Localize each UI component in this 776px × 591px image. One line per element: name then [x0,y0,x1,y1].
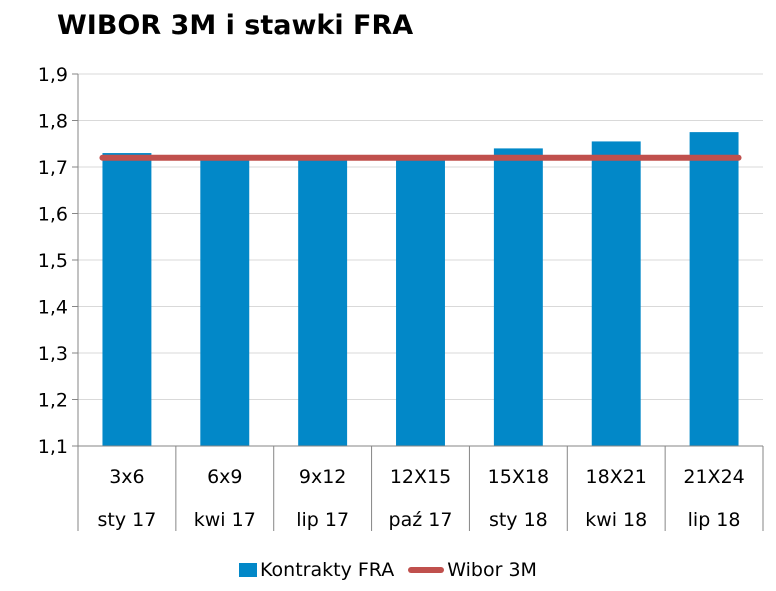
legend-swatch-bar [239,563,258,577]
legend-label-kontrakty-fra: Kontrakty FRA [260,558,395,581]
y-tick-label: 1,4 [38,297,68,319]
x-tick-label: 3x6 [109,466,144,488]
x-tick-label: 6x9 [207,466,242,488]
chart-title: WIBOR 3M i stawki FRA [57,10,414,41]
legend-item-wibor-3m: Wibor 3M [408,559,537,581]
y-tick-label: 1,9 [38,64,68,86]
x-tick-label-date: sty 18 [489,509,548,531]
bar [493,148,543,446]
x-tick-label-date: lip 17 [296,509,349,531]
bar-series-kontrakty-fra [102,132,739,447]
x-tick-label: 21X24 [683,466,744,488]
bar [102,153,152,447]
bar [396,157,445,446]
axis-labels: 1,1 1,2 1,3 1,4 1,5 1,6 1,7 1,8 1,9 3x6 sty 17 6x9 k… [38,64,745,531]
x-tick-label-date: lip 18 [688,509,741,531]
x-tick-label: 12X15 [390,466,451,488]
y-tick-label: 1,1 [38,436,68,458]
x-tick-label-date: paź 17 [389,509,453,531]
bar [298,157,348,446]
y-tick-label: 1,6 [38,204,68,226]
x-tick-label: 18X21 [586,466,647,488]
x-tick-label-date: kwi 17 [194,509,256,531]
y-tick-label: 1,7 [38,157,68,179]
legend-label-wibor-3m: Wibor 3M [447,558,537,581]
x-tick-label-date: kwi 18 [585,509,647,531]
x-tick-label: 15X18 [488,466,549,488]
y-tick-label: 1,5 [38,250,68,272]
y-tick-label: 1,8 [38,111,68,133]
legend-item-kontrakty-fra: Kontrakty FRA [239,559,394,581]
x-tick-label-date: sty 17 [98,509,157,531]
legend: Kontrakty FRA Wibor 3M [0,558,776,581]
bar [689,132,739,446]
axes [72,73,764,531]
x-tick-label: 9x12 [299,466,347,488]
legend-swatch-line [408,567,445,573]
y-tick-label: 1,2 [38,390,68,412]
bar [200,157,250,446]
y-tick-label: 1,3 [38,343,68,365]
bar [591,141,641,447]
